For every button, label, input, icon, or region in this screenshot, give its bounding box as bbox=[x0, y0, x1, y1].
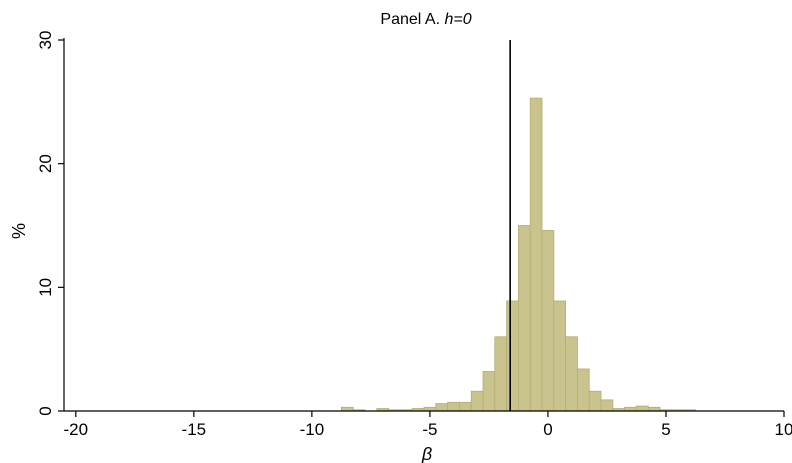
histogram-bar-7 bbox=[435, 403, 449, 412]
x-axis-title: β bbox=[421, 444, 432, 463]
y-tick-label: 0 bbox=[36, 406, 55, 415]
histogram-bar-16 bbox=[541, 230, 555, 412]
chart-title-italic: h=0 bbox=[444, 11, 471, 28]
bars-layer bbox=[340, 97, 696, 412]
histogram-bar-15 bbox=[529, 97, 543, 412]
chart-title: Panel A. h=0 bbox=[380, 11, 471, 28]
histogram-bar-20 bbox=[588, 390, 602, 412]
histogram-bar-17 bbox=[553, 300, 567, 412]
histogram-bar-12 bbox=[494, 336, 508, 412]
histogram-bar-18 bbox=[565, 336, 578, 412]
histogram-bar-9 bbox=[459, 401, 472, 412]
axes-layer: -20 -15 -10 -5 0 5 10 0 10 20 30 bbox=[36, 31, 792, 439]
histogram-bar-19 bbox=[577, 368, 590, 412]
y-tick-label: 20 bbox=[36, 154, 55, 173]
histogram-bar-21 bbox=[600, 399, 614, 412]
x-tick-label: 5 bbox=[661, 420, 670, 439]
x-tick-label: -5 bbox=[422, 420, 437, 439]
histogram-bar-24 bbox=[636, 405, 649, 412]
x-tick-label: -15 bbox=[182, 420, 207, 439]
histogram-bar-10 bbox=[470, 390, 484, 412]
histogram-bar-11 bbox=[482, 371, 496, 412]
x-tick-label: 0 bbox=[543, 420, 552, 439]
histogram-bar-13 bbox=[506, 300, 519, 412]
x-tick-label: -20 bbox=[64, 420, 89, 439]
histogram-bar-14 bbox=[518, 225, 531, 412]
histogram-bar-8 bbox=[447, 401, 460, 412]
y-tick-label: 10 bbox=[36, 278, 55, 297]
y-tick-label: 30 bbox=[36, 31, 55, 50]
x-tick-label: 10 bbox=[775, 420, 792, 439]
chart-title-prefix: Panel A. bbox=[380, 11, 444, 28]
x-tick-label: -10 bbox=[300, 420, 325, 439]
y-axis-title: % bbox=[9, 223, 29, 239]
